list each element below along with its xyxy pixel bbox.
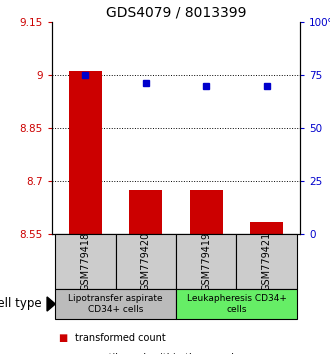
Bar [176,289,297,319]
Bar [190,190,223,234]
Text: ■: ■ [59,353,68,354]
Bar [129,190,162,234]
Text: GSM779420: GSM779420 [141,232,151,291]
Title: GDS4079 / 8013399: GDS4079 / 8013399 [106,5,246,19]
Text: GSM779421: GSM779421 [262,232,272,291]
Bar [55,289,176,319]
Bar [250,222,283,234]
Bar [55,234,116,289]
Bar [69,72,102,234]
Text: GSM779419: GSM779419 [201,232,211,291]
Text: transformed count: transformed count [75,333,166,343]
Text: Leukapheresis CD34+
cells: Leukapheresis CD34+ cells [186,294,286,314]
Text: ■: ■ [59,333,68,343]
Text: cell type: cell type [0,297,42,310]
Bar [176,234,237,289]
Text: GSM779418: GSM779418 [80,232,90,291]
Text: Lipotransfer aspirate
CD34+ cells: Lipotransfer aspirate CD34+ cells [68,294,163,314]
Bar [115,234,176,289]
Text: percentile rank within the sample: percentile rank within the sample [75,353,240,354]
Bar [237,234,297,289]
